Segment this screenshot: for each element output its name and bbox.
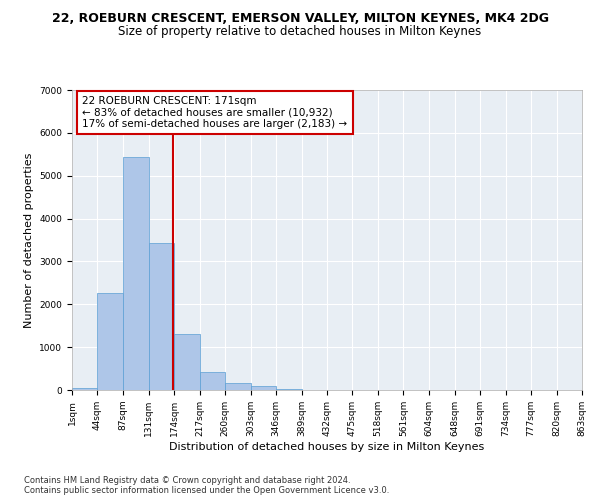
Bar bbox=[72, 388, 97, 390]
Bar bbox=[276, 389, 302, 390]
Text: Contains public sector information licensed under the Open Government Licence v3: Contains public sector information licen… bbox=[24, 486, 389, 495]
Bar bbox=[149, 243, 175, 390]
Bar bbox=[200, 372, 225, 390]
Bar bbox=[175, 334, 200, 390]
Bar bbox=[251, 386, 276, 390]
Text: Size of property relative to detached houses in Milton Keynes: Size of property relative to detached ho… bbox=[118, 25, 482, 38]
Y-axis label: Number of detached properties: Number of detached properties bbox=[24, 152, 34, 328]
X-axis label: Distribution of detached houses by size in Milton Keynes: Distribution of detached houses by size … bbox=[169, 442, 485, 452]
Text: 22 ROEBURN CRESCENT: 171sqm
← 83% of detached houses are smaller (10,932)
17% of: 22 ROEBURN CRESCENT: 171sqm ← 83% of det… bbox=[82, 96, 347, 129]
Bar bbox=[123, 158, 149, 390]
Text: Contains HM Land Registry data © Crown copyright and database right 2024.: Contains HM Land Registry data © Crown c… bbox=[24, 476, 350, 485]
Bar bbox=[225, 382, 251, 390]
Bar bbox=[97, 292, 123, 390]
Text: 22, ROEBURN CRESCENT, EMERSON VALLEY, MILTON KEYNES, MK4 2DG: 22, ROEBURN CRESCENT, EMERSON VALLEY, MI… bbox=[52, 12, 548, 26]
